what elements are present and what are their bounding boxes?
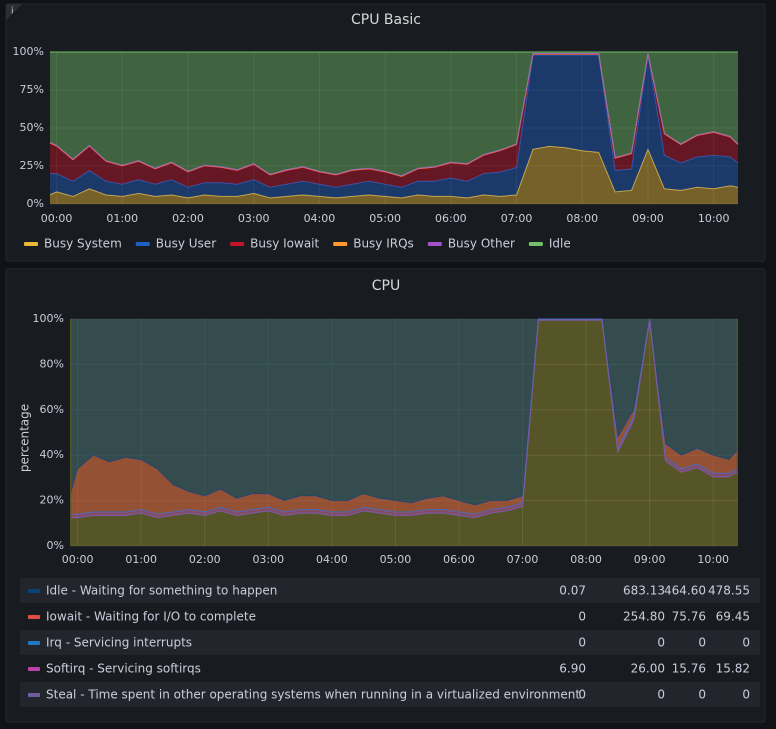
x-tick-label: 04:00 bbox=[304, 212, 336, 225]
x-tick-label: 00:00 bbox=[62, 553, 94, 566]
x-tick-label: 10:00 bbox=[697, 553, 729, 566]
area-fill bbox=[50, 54, 738, 188]
x-tick-label: 05:00 bbox=[380, 553, 412, 566]
legend-stat: 0 bbox=[578, 610, 586, 624]
series-line bbox=[50, 54, 739, 188]
x-tick-label: 08:00 bbox=[566, 212, 598, 225]
y-tick-label: 25% bbox=[20, 159, 44, 172]
series-line bbox=[70, 318, 738, 506]
legend-label: Steal - Time spent in other operating sy… bbox=[46, 688, 580, 702]
x-tick-label: 09:00 bbox=[632, 212, 664, 225]
x-tick-label: 10:00 bbox=[698, 212, 730, 225]
legend-stat: 15.76 bbox=[672, 662, 706, 676]
legend-stat: 254.80 bbox=[623, 610, 665, 624]
legend-row bbox=[20, 656, 760, 681]
y-tick-label: 75% bbox=[20, 83, 44, 96]
legend-row bbox=[20, 630, 760, 655]
series-line bbox=[49, 145, 739, 199]
legend-row bbox=[20, 578, 760, 603]
x-tick-label: 08:00 bbox=[570, 553, 602, 566]
legend-label: Busy User bbox=[156, 237, 216, 251]
legend-marker bbox=[28, 667, 40, 671]
legend-label: Idle bbox=[549, 237, 571, 251]
legend-marker bbox=[28, 641, 40, 645]
x-tick-label: 06:00 bbox=[443, 553, 475, 566]
panel-title: CPU bbox=[372, 278, 400, 294]
legend-stat: 0 bbox=[698, 688, 706, 702]
legend-stat: 0 bbox=[742, 688, 750, 702]
legend-marker bbox=[28, 589, 40, 593]
legend-label: Idle - Waiting for something to happen bbox=[46, 584, 277, 598]
x-tick-label: 01:00 bbox=[125, 553, 157, 566]
series-line bbox=[49, 53, 739, 177]
y-tick-label: 50% bbox=[20, 121, 44, 134]
area-fill bbox=[71, 319, 737, 506]
legend-stat: 0 bbox=[578, 688, 586, 702]
legend-stat: 0 bbox=[742, 636, 750, 650]
x-tick-label: 07:00 bbox=[501, 212, 533, 225]
info-icon: i bbox=[11, 7, 14, 17]
legend-marker bbox=[427, 242, 442, 246]
x-tick-label: 02:00 bbox=[172, 212, 204, 225]
legend-label: Busy IRQs bbox=[353, 237, 414, 251]
legend-stat: 0 bbox=[657, 636, 665, 650]
x-tick-label: 02:00 bbox=[189, 553, 221, 566]
panel-title: CPU Basic bbox=[351, 12, 421, 28]
y-tick-label: 100% bbox=[33, 312, 64, 325]
legend-label: Busy Other bbox=[448, 237, 515, 251]
x-tick-label: 09:00 bbox=[634, 553, 666, 566]
series-line bbox=[71, 318, 737, 515]
x-tick-label: 07:00 bbox=[507, 553, 539, 566]
info-corner[interactable] bbox=[6, 4, 22, 20]
legend-stat: 6.90 bbox=[559, 662, 586, 676]
legend-label: Busy System bbox=[44, 237, 122, 251]
y-tick-label: 40% bbox=[40, 448, 64, 461]
area-fill bbox=[50, 55, 738, 198]
series-line bbox=[71, 319, 737, 519]
legend-label: Softirq - Servicing softirqs bbox=[46, 662, 201, 676]
x-tick-label: 05:00 bbox=[369, 212, 401, 225]
legend-marker bbox=[28, 615, 40, 619]
legend-marker bbox=[528, 242, 543, 246]
y-tick-label: 0% bbox=[27, 197, 44, 210]
legend-stat: 464.60 bbox=[664, 584, 706, 598]
legend-stat: 683.13 bbox=[623, 584, 665, 598]
legend-stat: 0 bbox=[578, 636, 586, 650]
legend-label: Busy Iowait bbox=[250, 237, 319, 251]
legend-stat: 26.00 bbox=[631, 662, 665, 676]
x-tick-label: 04:00 bbox=[316, 553, 348, 566]
y-tick-label: 80% bbox=[40, 357, 64, 370]
y-tick-label: 0% bbox=[47, 539, 64, 552]
y-tick-label: 20% bbox=[40, 494, 64, 507]
area-fill bbox=[50, 146, 738, 204]
legend-stat: 0 bbox=[657, 688, 665, 702]
x-tick-label: 00:00 bbox=[41, 212, 73, 225]
y-tick-label: 100% bbox=[13, 45, 44, 58]
legend-marker bbox=[24, 242, 38, 246]
legend-stat: 0 bbox=[698, 636, 706, 650]
x-tick-label: 03:00 bbox=[238, 212, 270, 225]
legend-stat: 0.07 bbox=[559, 584, 586, 598]
legend-label: Irq - Servicing interrupts bbox=[46, 636, 192, 650]
legend-marker bbox=[28, 693, 40, 697]
legend-stat: 69.45 bbox=[716, 610, 750, 624]
legend-row bbox=[20, 604, 760, 629]
legend-marker bbox=[230, 242, 245, 246]
plot-background bbox=[70, 319, 738, 546]
y-tick-label: 60% bbox=[40, 403, 64, 416]
legend-row bbox=[20, 682, 760, 707]
legend-label: Iowait - Waiting for I/O to complete bbox=[46, 610, 256, 624]
area-fill bbox=[50, 52, 738, 176]
x-tick-label: 03:00 bbox=[252, 553, 284, 566]
x-tick-label: 01:00 bbox=[106, 212, 138, 225]
legend-marker bbox=[135, 242, 150, 246]
area-fill bbox=[71, 319, 737, 515]
legend-stat: 478.55 bbox=[708, 584, 750, 598]
legend-marker bbox=[333, 242, 348, 246]
legend-stat: 15.82 bbox=[716, 662, 750, 676]
x-tick-label: 06:00 bbox=[435, 212, 467, 225]
legend-stat: 75.76 bbox=[672, 610, 706, 624]
y-axis-label: percentage bbox=[18, 404, 32, 472]
